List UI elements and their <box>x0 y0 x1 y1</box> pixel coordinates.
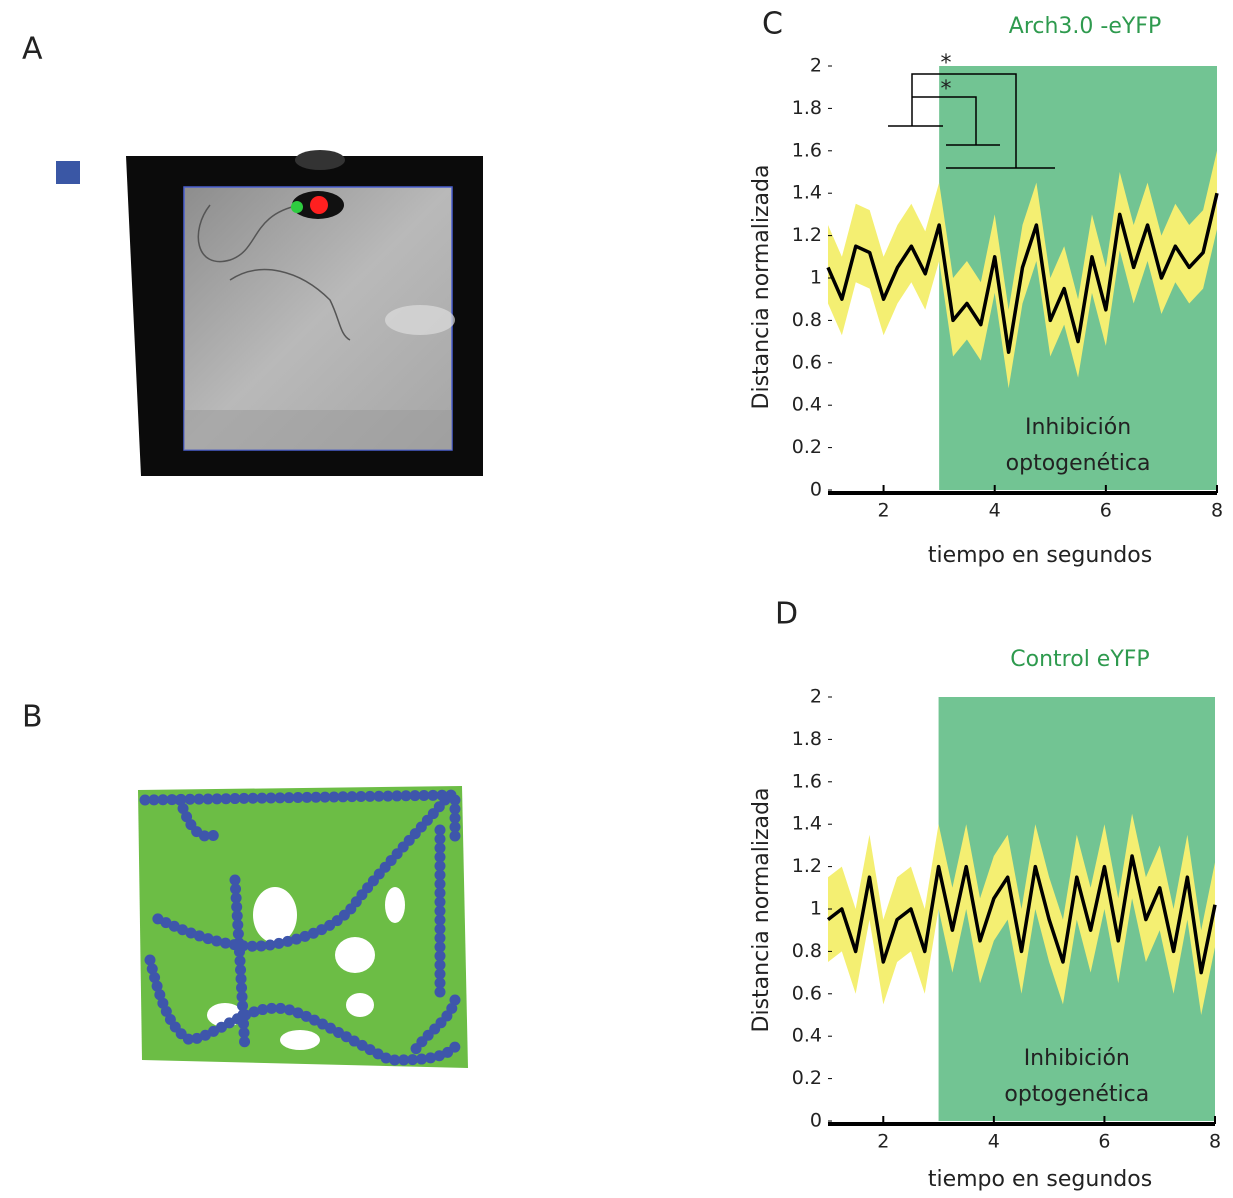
trajectory-dots <box>139 789 466 1066</box>
panel-label: D <box>775 597 798 632</box>
x-axis-label: tiempo en segundos <box>928 1167 1152 1192</box>
y-tick-label: 0.4 <box>792 394 822 416</box>
led <box>291 201 303 213</box>
y-tick-label: 0 <box>810 1110 822 1132</box>
x-tick-label: 8 <box>1211 500 1223 522</box>
x-tick-label: 8 <box>1209 1131 1221 1153</box>
tracking-dot <box>310 196 328 214</box>
y-tick-label: 1.8 <box>792 728 822 750</box>
y-tick-label: 1.6 <box>792 770 822 792</box>
y-axis-label: Distancia normalizada <box>749 165 774 410</box>
y-tick-label: 1.4 <box>792 182 822 204</box>
y-tick-label: 0.2 <box>792 436 822 458</box>
y-tick-label: 0.2 <box>792 1067 822 1089</box>
shade-label: optogenética <box>1006 451 1151 476</box>
marker-square <box>56 161 80 184</box>
significance-star: * <box>941 77 952 102</box>
x-axis-label: tiempo en segundos <box>928 543 1152 568</box>
y-tick-label: 1.2 <box>792 855 822 877</box>
mouse-shadow <box>295 150 345 170</box>
y-tick-label: 1.2 <box>792 224 822 246</box>
x-tick-label: 2 <box>878 500 890 522</box>
shade-label: Inhibición <box>1025 415 1131 440</box>
x-tick-label: 4 <box>988 1131 1000 1153</box>
y-tick-label: 1.4 <box>792 813 822 835</box>
reflection <box>385 305 455 335</box>
y-tick-label: 2 <box>810 686 822 708</box>
y-axis-label: Distancia normalizada <box>749 788 774 1033</box>
x-tick-label: 6 <box>1100 500 1112 522</box>
shade-label: optogenética <box>1004 1082 1149 1107</box>
panel-label: B <box>22 700 43 735</box>
arena-floor <box>184 410 452 450</box>
trajectory-area <box>138 786 468 1068</box>
significance-star: * <box>941 51 952 76</box>
cable <box>197 204 351 341</box>
y-tick-label: 1.8 <box>792 97 822 119</box>
y-tick-label: 0.6 <box>792 351 822 373</box>
y-tick-label: 0 <box>810 479 822 501</box>
chart-title: Arch3.0 -eYFP <box>1009 14 1161 39</box>
shade-label: Inhibición <box>1024 1046 1130 1071</box>
error-band <box>828 813 1215 1015</box>
chart-title: Control eYFP <box>1010 647 1149 672</box>
mean-line <box>826 854 1217 975</box>
y-tick-label: 0.8 <box>792 309 822 331</box>
y-tick-label: 0.8 <box>792 940 822 962</box>
x-tick-label: 6 <box>1098 1131 1110 1153</box>
holes <box>207 887 405 1050</box>
significance-bracket <box>888 73 1055 169</box>
y-tick-label: 0.6 <box>792 982 822 1004</box>
y-tick-label: 1 <box>810 898 822 920</box>
y-tick-label: 1 <box>810 267 822 289</box>
x-tick-label: 2 <box>877 1131 889 1153</box>
panel-label: A <box>22 32 43 67</box>
y-tick-label: 0.4 <box>792 1025 822 1047</box>
y-tick-label: 2 <box>810 55 822 77</box>
x-tick-label: 4 <box>989 500 1001 522</box>
mean-line <box>826 192 1219 354</box>
panel-label: C <box>762 7 783 42</box>
y-tick-label: 1.6 <box>792 139 822 161</box>
